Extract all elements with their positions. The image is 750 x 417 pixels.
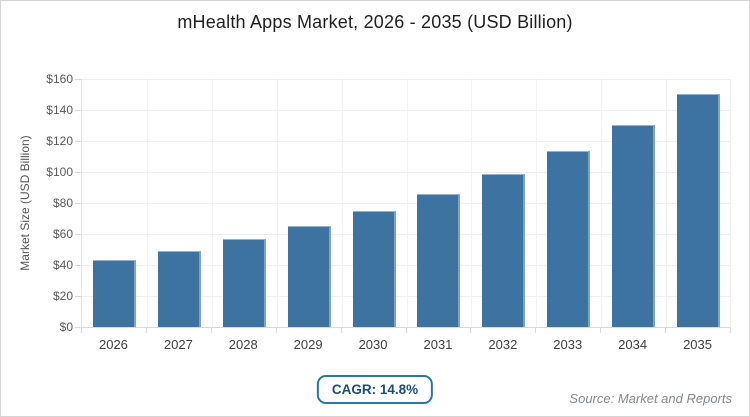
y-tick-mark <box>75 110 81 111</box>
y-tick-mark <box>75 234 81 235</box>
bar-2032 <box>482 174 525 327</box>
gridline-vertical <box>666 79 667 327</box>
x-tick-mark <box>535 328 536 333</box>
y-tick-mark <box>75 203 81 204</box>
plot-area <box>81 79 731 328</box>
gridline-horizontal <box>82 265 731 266</box>
gridline-vertical <box>342 79 343 327</box>
gridline-vertical <box>277 79 278 327</box>
y-tick-label: $160 <box>46 72 73 86</box>
y-tick-mark <box>75 141 81 142</box>
y-tick-label: $140 <box>46 103 73 117</box>
bar-2030 <box>353 211 396 327</box>
y-tick-label: $60 <box>52 227 73 241</box>
gridline-vertical <box>730 79 731 327</box>
x-label-2030: 2030 <box>358 337 388 352</box>
gridline-vertical <box>407 79 408 327</box>
x-label-2031: 2031 <box>423 337 453 352</box>
y-tick-mark <box>75 296 81 297</box>
x-tick-mark <box>665 328 666 333</box>
gridline-vertical <box>601 79 602 327</box>
x-tick-mark <box>211 328 212 333</box>
y-tick-mark <box>75 172 81 173</box>
y-tick-mark <box>75 327 81 328</box>
y-tick-label: $40 <box>52 258 73 272</box>
gridline-horizontal <box>82 234 731 235</box>
y-tick-label: $0 <box>59 320 73 334</box>
x-label-2027: 2027 <box>163 337 193 352</box>
x-tick-mark <box>341 328 342 333</box>
gridline-horizontal <box>82 203 731 204</box>
x-tick-mark <box>470 328 471 333</box>
source-caption: Source: Market and Reports <box>569 391 732 406</box>
x-tick-mark <box>600 328 601 333</box>
y-tick-label: $120 <box>46 134 73 148</box>
y-tick-label: $100 <box>46 165 73 179</box>
gridline-horizontal <box>82 172 731 173</box>
cagr-badge: CAGR: 14.8% <box>316 375 434 404</box>
bar-2029 <box>288 226 331 327</box>
y-tick-mark <box>75 79 81 80</box>
x-tick-mark <box>81 328 82 333</box>
gridline-horizontal <box>82 110 731 111</box>
y-tick-mark <box>75 265 81 266</box>
x-tick-mark <box>276 328 277 333</box>
x-label-2028: 2028 <box>228 337 258 352</box>
bar-2026 <box>93 260 136 327</box>
x-tick-mark <box>730 328 731 333</box>
gridline-vertical <box>212 79 213 327</box>
bar-2031 <box>417 194 460 327</box>
gridline-vertical <box>471 79 472 327</box>
y-tick-label: $80 <box>52 196 73 210</box>
x-tick-mark <box>406 328 407 333</box>
x-tick-mark <box>146 328 147 333</box>
x-label-2026: 2026 <box>98 337 128 352</box>
chart-title: mHealth Apps Market, 2026 - 2035 (USD Bi… <box>177 12 573 32</box>
gridline-vertical <box>147 79 148 327</box>
bar-2027 <box>158 251 201 327</box>
x-label-2033: 2033 <box>553 337 583 352</box>
x-label-2034: 2034 <box>618 337 648 352</box>
x-label-2035: 2035 <box>683 337 712 352</box>
bar-2034 <box>612 125 655 327</box>
gridline-horizontal <box>82 141 731 142</box>
x-label-2032: 2032 <box>488 337 518 352</box>
gridline-horizontal <box>82 296 731 297</box>
bar-2028 <box>223 239 266 327</box>
gridline-horizontal <box>82 79 731 80</box>
y-tick-label: $20 <box>52 289 73 303</box>
x-label-2029: 2029 <box>293 337 323 352</box>
bar-2033 <box>547 151 590 327</box>
gridline-vertical <box>536 79 537 327</box>
bar-2035 <box>677 94 720 327</box>
